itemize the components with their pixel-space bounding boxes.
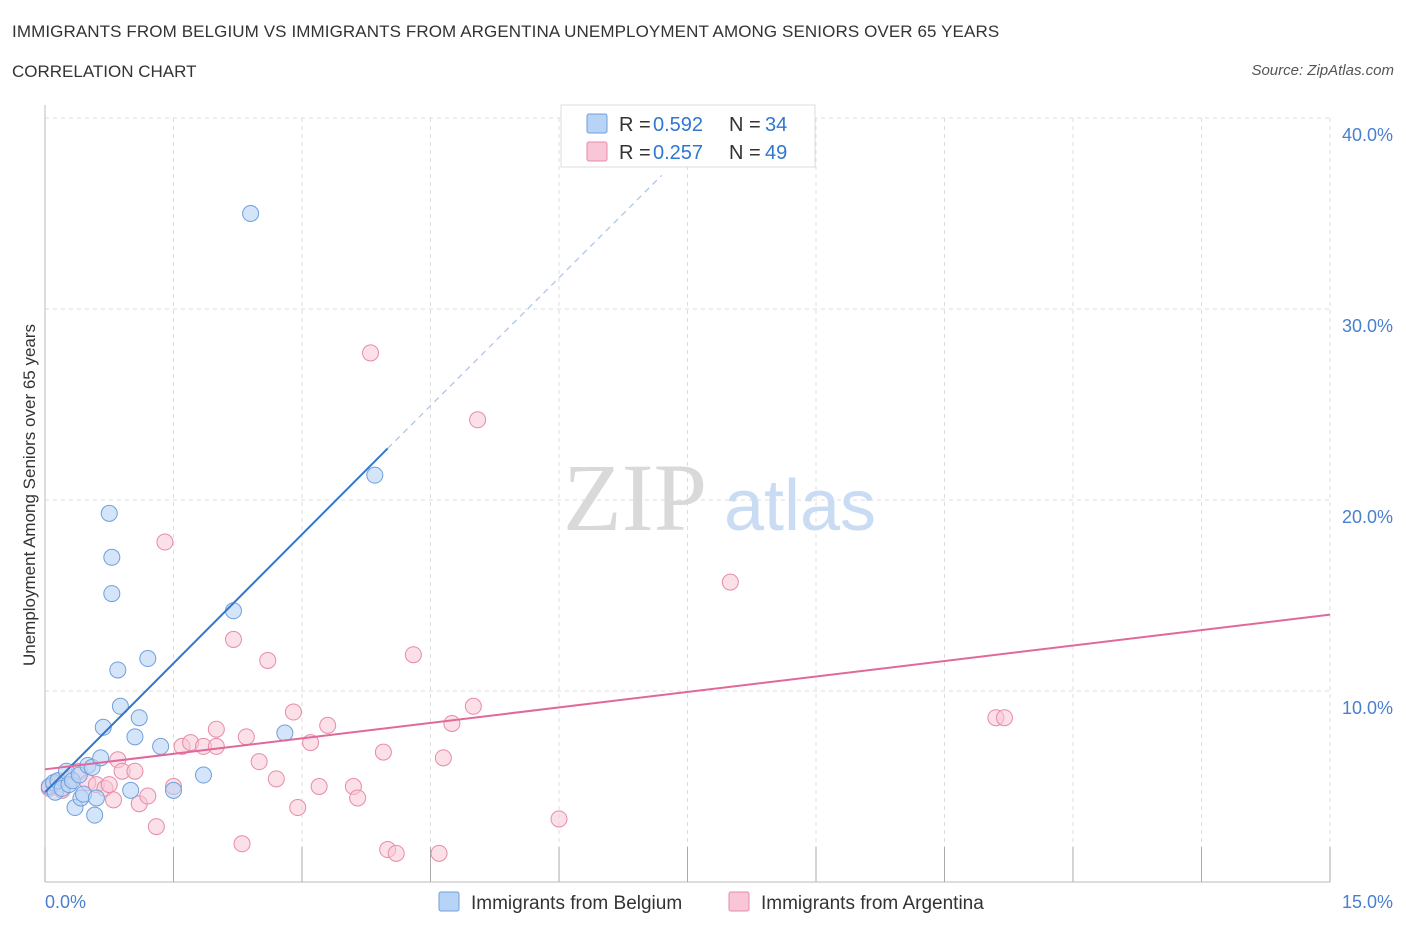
data-point-belgium	[242, 205, 260, 222]
series-argentina-points	[40, 344, 1013, 862]
y-tick-label: 20.0%	[1342, 507, 1393, 527]
data-point-argentina	[147, 818, 165, 836]
watermark: ZIP atlas	[563, 444, 876, 551]
data-point-argentina	[237, 728, 255, 746]
source-credit: Source: ZipAtlas.com	[1251, 62, 1394, 79]
data-point-belgium	[126, 728, 144, 746]
data-point-belgium	[366, 466, 384, 484]
legend-swatch-argentina	[586, 141, 608, 162]
data-point-belgium	[111, 697, 129, 715]
legend-r-label-belgium: R =	[619, 114, 651, 136]
y-tick-label: 40.0%	[1342, 125, 1393, 145]
legend-n-value-belgium: 34	[765, 114, 787, 136]
data-point-belgium	[86, 806, 104, 824]
data-point-argentina	[233, 835, 251, 853]
data-point-belgium	[165, 781, 182, 799]
data-point-argentina	[387, 844, 405, 862]
legend-r-label-argentina: R =	[619, 142, 651, 164]
data-point-argentina	[362, 344, 380, 362]
legend-r-value-belgium: 0.592	[653, 114, 703, 136]
data-point-argentina	[156, 533, 174, 551]
legend-series: Immigrants from Belgium Immigrants from …	[438, 891, 984, 914]
trend-line-belgium-extension	[387, 174, 663, 449]
data-point-argentina	[207, 737, 225, 755]
data-point-argentina	[550, 810, 568, 828]
legend-swatch-belgium	[586, 113, 608, 134]
chart-title: IMMIGRANTS FROM BELGIUM VS IMMIGRANTS FR…	[12, 22, 1000, 41]
trend-line-belgium	[44, 447, 389, 793]
legend-correlation: R = 0.592 N = 34 R = 0.257 N = 49	[560, 104, 816, 168]
y-tick-label: 10.0%	[1342, 698, 1393, 718]
data-point-belgium	[109, 661, 127, 679]
legend-bottom-label-belgium: Immigrants from Belgium	[471, 893, 682, 914]
data-point-argentina	[126, 762, 144, 780]
data-point-argentina	[374, 743, 392, 761]
data-point-argentina	[349, 789, 367, 807]
data-point-argentina	[289, 799, 307, 817]
data-point-argentina	[310, 778, 328, 795]
data-point-argentina	[464, 697, 482, 715]
data-point-belgium	[224, 602, 242, 620]
data-point-argentina	[207, 720, 225, 738]
legend-r-value-argentina: 0.257	[653, 142, 703, 164]
data-point-belgium	[139, 650, 157, 668]
data-point-argentina	[995, 709, 1013, 727]
data-point-belgium	[122, 781, 140, 799]
data-point-argentina	[469, 411, 487, 429]
data-point-belgium	[103, 585, 121, 603]
x-tick-label-min: 0.0%	[45, 892, 86, 912]
data-point-belgium	[94, 718, 112, 736]
data-point-argentina	[430, 844, 448, 862]
data-point-argentina	[139, 787, 157, 805]
data-point-argentina	[319, 716, 337, 734]
data-point-argentina	[443, 714, 461, 732]
axes	[44, 105, 1331, 883]
tick-labels: 10.0% 20.0% 30.0% 40.0% 0.0% 15.0%	[45, 125, 1393, 912]
data-point-belgium	[130, 709, 148, 727]
trend-line-argentina	[44, 613, 1331, 771]
data-point-argentina	[721, 573, 739, 591]
y-axis-label: Unemployment Among Seniors over 65 years	[20, 324, 39, 666]
trend-lines	[44, 174, 1331, 793]
data-point-argentina	[259, 651, 277, 669]
data-point-argentina	[404, 646, 422, 664]
data-point-belgium	[87, 789, 105, 807]
legend-bottom-label-argentina: Immigrants from Argentina	[761, 893, 984, 914]
data-point-argentina	[434, 749, 452, 767]
chart-subtitle: CORRELATION CHART	[12, 62, 197, 81]
legend-n-label-belgium: N =	[729, 114, 761, 136]
legend-n-value-argentina: 49	[765, 142, 787, 164]
data-point-argentina	[284, 703, 302, 721]
legend-bottom-swatch-argentina	[728, 891, 750, 912]
legend-bottom-swatch-belgium	[438, 891, 460, 912]
data-point-argentina	[250, 753, 268, 771]
legend-n-label-argentina: N =	[729, 142, 761, 164]
x-tick-label-max: 15.0%	[1342, 892, 1393, 912]
data-point-belgium	[194, 766, 212, 784]
data-point-belgium	[152, 737, 170, 755]
data-point-belgium	[276, 724, 294, 742]
data-point-belgium	[103, 548, 121, 566]
data-point-belgium	[100, 504, 118, 522]
data-point-argentina	[100, 776, 118, 794]
data-point-argentina	[224, 630, 242, 648]
data-point-argentina	[267, 770, 285, 788]
watermark-zip: ZIP	[563, 444, 707, 551]
watermark-atlas: atlas	[724, 466, 876, 546]
y-tick-label: 30.0%	[1342, 316, 1393, 336]
data-point-argentina	[105, 791, 123, 809]
